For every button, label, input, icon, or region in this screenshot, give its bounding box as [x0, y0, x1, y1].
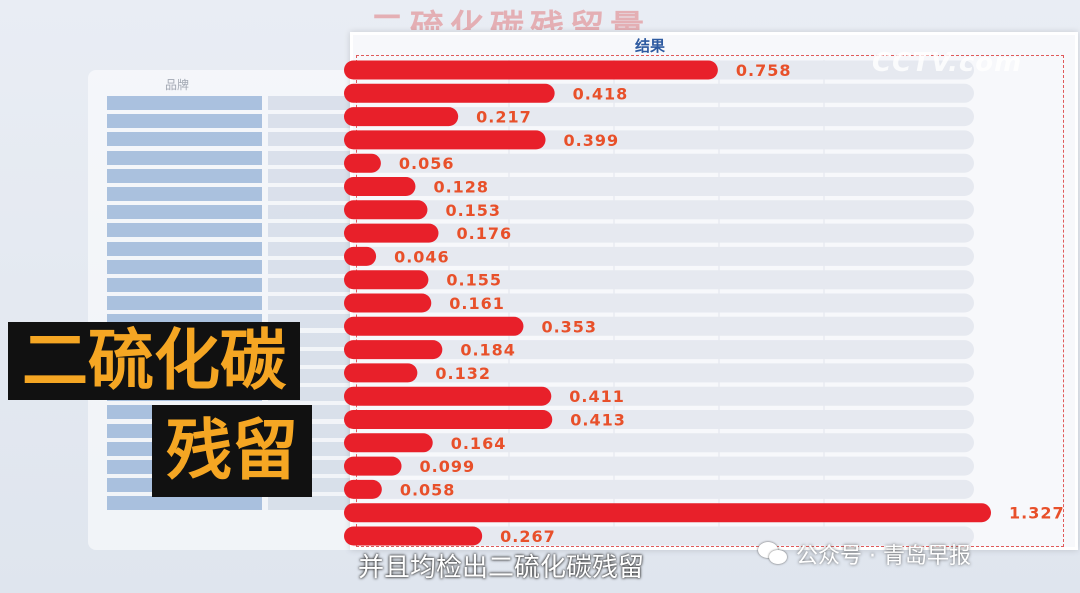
background-title: 二硫化碳残留量	[370, 8, 650, 30]
wechat-attribution: 公众号 · 青岛早报	[758, 538, 971, 570]
background-row-cell	[268, 168, 352, 183]
background-row-cell	[268, 296, 352, 311]
bar	[344, 526, 483, 546]
bar	[344, 200, 428, 220]
background-row	[107, 296, 262, 311]
bar-track	[354, 223, 974, 243]
bar-value-label: 0.184	[460, 341, 516, 360]
bar	[344, 130, 546, 150]
bar-track	[354, 340, 974, 360]
bar-track	[354, 456, 974, 476]
background-row-cell	[268, 114, 352, 129]
bar	[344, 340, 443, 360]
background-table-header: 品牌	[165, 78, 190, 92]
background-row-cell	[268, 496, 352, 511]
bar-value-label: 0.758	[736, 61, 792, 80]
bar-track	[354, 246, 974, 266]
video-subtitle: 并且均检出二硫化碳残留	[358, 553, 645, 583]
bar	[344, 83, 555, 103]
bar	[344, 503, 991, 523]
background-row	[107, 132, 262, 147]
panel-title: 结果	[634, 37, 665, 55]
bar	[344, 246, 377, 266]
background-row	[107, 150, 262, 165]
bar-track	[354, 293, 974, 313]
bar-value-label: 0.217	[476, 108, 532, 127]
background-row	[107, 114, 262, 129]
bar	[344, 177, 416, 196]
bar	[344, 479, 382, 499]
background-row	[107, 96, 262, 110]
bar	[344, 456, 402, 476]
bar-value-label: 0.164	[451, 434, 507, 453]
background-row	[107, 259, 262, 274]
background-row-cell	[268, 259, 352, 274]
bar	[344, 433, 433, 453]
background-row-cell	[268, 223, 352, 238]
overlay-label-line2: 残留	[152, 405, 312, 497]
background-row-cell	[268, 187, 352, 201]
bar-value-label: 0.046	[394, 247, 450, 266]
background-row-cell	[268, 205, 352, 220]
bar-value-label: 0.418	[573, 84, 629, 103]
background-row	[107, 278, 262, 292]
bar	[344, 60, 718, 80]
wechat-account-text: 公众号 · 青岛早报	[796, 544, 971, 569]
bar	[344, 293, 432, 313]
background-row-cell	[268, 278, 352, 292]
bar-track	[354, 433, 974, 453]
bar-value-label: 0.411	[569, 387, 625, 406]
bar-value-label: 0.399	[564, 131, 620, 150]
background-row	[107, 168, 262, 183]
background-row	[107, 223, 262, 238]
bar-value-label: 0.153	[445, 201, 501, 220]
bar-value-label: 0.267	[500, 527, 556, 546]
background-row-cell	[268, 241, 352, 256]
bar	[344, 410, 553, 429]
wechat-icon	[758, 542, 788, 566]
bar-value-label: 1.327	[1009, 504, 1065, 523]
bar	[344, 223, 439, 243]
bar-track	[354, 153, 974, 173]
bar-track	[354, 270, 974, 290]
background-row	[107, 187, 262, 201]
bar-value-label: 0.353	[541, 317, 597, 336]
background-row-cell	[268, 96, 352, 110]
bar-value-label: 0.056	[399, 154, 455, 173]
background-row-cell	[268, 150, 352, 165]
bar	[344, 107, 459, 127]
overlay-label-line1: 二硫化碳	[8, 322, 300, 400]
background-row	[107, 205, 262, 220]
background-row-cell	[268, 132, 352, 147]
bar	[344, 153, 381, 173]
bar-value-label: 0.161	[449, 294, 505, 313]
background-row	[107, 241, 262, 256]
bar	[344, 270, 429, 290]
bar-value-label: 0.132	[435, 364, 491, 383]
bar-track	[354, 200, 974, 220]
bar-track	[354, 107, 974, 127]
bar-track	[354, 479, 974, 499]
background-row	[107, 496, 262, 511]
bar	[344, 386, 552, 406]
bar	[344, 316, 524, 336]
bar-value-label: 0.155	[446, 271, 502, 290]
bar	[344, 363, 418, 383]
bar-track	[354, 177, 974, 196]
bar-value-label: 0.413	[570, 411, 626, 430]
bar-value-label: 0.058	[400, 480, 456, 499]
bar-value-label: 0.128	[433, 178, 489, 197]
cctv-watermark: CCTV.com	[872, 48, 1023, 78]
bar-track	[354, 526, 974, 546]
bar-value-label: 0.176	[456, 224, 512, 243]
bar-value-label: 0.099	[420, 457, 476, 476]
bar-track	[354, 363, 974, 383]
